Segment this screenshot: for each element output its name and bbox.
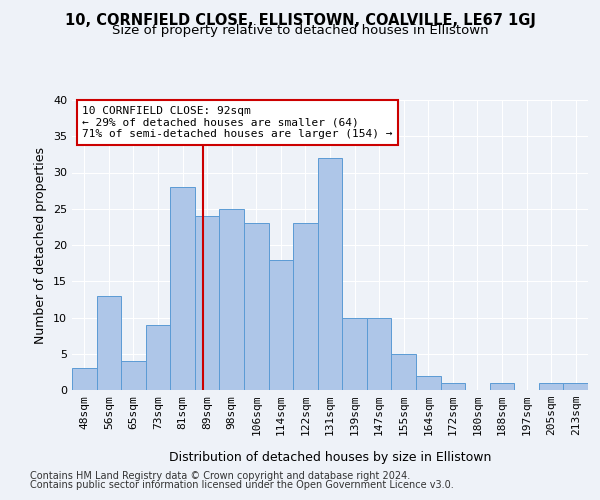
Bar xyxy=(97,296,121,390)
Bar xyxy=(220,209,244,390)
Text: 10, CORNFIELD CLOSE, ELLISTOWN, COALVILLE, LE67 1GJ: 10, CORNFIELD CLOSE, ELLISTOWN, COALVILL… xyxy=(65,12,535,28)
Bar xyxy=(440,383,465,390)
Text: Contains HM Land Registry data © Crown copyright and database right 2024.: Contains HM Land Registry data © Crown c… xyxy=(30,471,410,481)
Bar xyxy=(563,383,588,390)
Bar xyxy=(342,318,367,390)
Bar xyxy=(318,158,342,390)
Bar xyxy=(146,325,170,390)
Bar xyxy=(244,223,269,390)
Bar xyxy=(269,260,293,390)
Bar xyxy=(170,187,195,390)
Bar xyxy=(121,361,146,390)
Bar xyxy=(490,383,514,390)
Bar xyxy=(391,354,416,390)
Bar xyxy=(416,376,440,390)
Bar xyxy=(293,223,318,390)
Bar xyxy=(195,216,220,390)
Text: Size of property relative to detached houses in Ellistown: Size of property relative to detached ho… xyxy=(112,24,488,37)
Bar xyxy=(72,368,97,390)
Y-axis label: Number of detached properties: Number of detached properties xyxy=(34,146,47,344)
Bar xyxy=(539,383,563,390)
Text: 10 CORNFIELD CLOSE: 92sqm
← 29% of detached houses are smaller (64)
71% of semi-: 10 CORNFIELD CLOSE: 92sqm ← 29% of detac… xyxy=(82,106,393,139)
Text: Contains public sector information licensed under the Open Government Licence v3: Contains public sector information licen… xyxy=(30,480,454,490)
Text: Distribution of detached houses by size in Ellistown: Distribution of detached houses by size … xyxy=(169,451,491,464)
Bar xyxy=(367,318,391,390)
